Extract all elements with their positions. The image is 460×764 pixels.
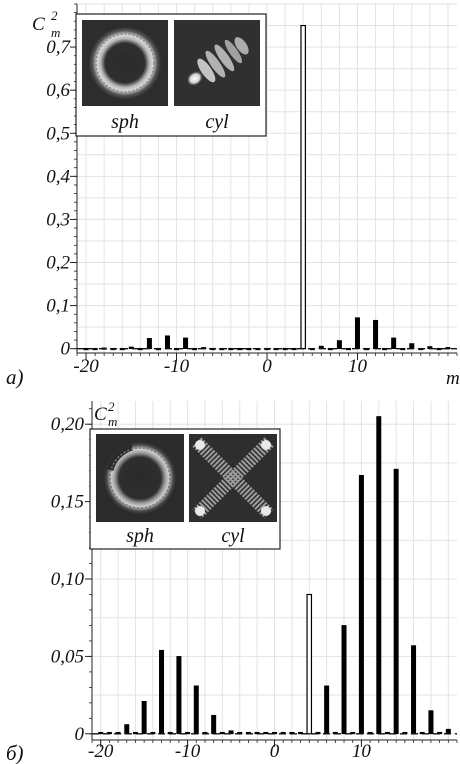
y-tick-label: 0,05 [51, 646, 84, 667]
panel-b-ylabel-sup: 2 [108, 399, 115, 414]
x-tick-label: -10 [175, 741, 201, 762]
x-tick-label: 10 [348, 356, 368, 377]
bar [428, 710, 434, 735]
x-tick-label: 0 [262, 356, 272, 377]
bar [384, 731, 390, 735]
bar [341, 625, 347, 735]
panel-b-inset-sph-image [96, 434, 184, 522]
panel-b-ylabel-c: C [94, 404, 107, 425]
bar [185, 731, 191, 735]
y-tick-label: 0,10 [51, 569, 85, 590]
bar [409, 343, 415, 349]
bar [358, 475, 364, 735]
bar [159, 649, 165, 735]
bar [132, 731, 138, 735]
bar [263, 731, 269, 735]
panel-a-x-axis: -20 -10 0 10 [73, 352, 458, 377]
panel-b-y-axis-label: C m 2 [94, 399, 117, 429]
bar-highlight [300, 24, 306, 350]
bar [373, 319, 379, 349]
panel-b-inset-cyl-image [189, 434, 277, 522]
bar [176, 656, 182, 735]
bar [391, 337, 397, 349]
bar [83, 347, 89, 351]
y-tick-label: 0 [75, 724, 85, 745]
bar [411, 645, 417, 735]
bar [128, 346, 134, 349]
bar [164, 335, 170, 349]
panel-a-letter: a) [6, 365, 24, 389]
y-tick-label: 0,4 [46, 166, 70, 187]
bar [219, 731, 225, 735]
panel-b: 0 0,05 0,10 0,15 0,20 -20 -10 0 10 C m 2 б) [6, 399, 458, 764]
x-tick-label: -10 [164, 356, 190, 377]
bar [98, 731, 104, 735]
panel-a-inset-sph-image [82, 20, 168, 106]
bar [141, 701, 147, 735]
panel-a-plot-area: 0 0,1 0,2 0,3 0,4 0,5 0,6 0,7 -20 -10 0 10 [46, 3, 458, 377]
bar [124, 724, 130, 735]
x-tick-label: -20 [73, 356, 99, 377]
bar [376, 416, 382, 735]
panel-a-inset-cyl-image [174, 20, 260, 106]
panel-b-ylabel-sub: m [108, 414, 117, 429]
bar [354, 317, 360, 349]
bar [324, 685, 330, 735]
panel-a-ylabel-sub: m [51, 25, 60, 40]
y-tick-label: 0,15 [51, 492, 84, 513]
panel-a-ylabel-sup: 2 [51, 8, 58, 23]
panel-a-inset: sph cyl [75, 13, 267, 137]
y-tick-label: 0,7 [46, 37, 71, 58]
bar [146, 338, 152, 349]
y-tick-label: 0 [61, 339, 71, 360]
bar [228, 730, 234, 735]
bar [298, 731, 304, 735]
bar [393, 468, 399, 735]
x-tick-label: 0 [270, 741, 280, 762]
y-tick-label: 0,3 [46, 209, 70, 230]
panel-a-ylabel-c: C [32, 14, 45, 35]
panel-b-y-axis: 0 0,05 0,10 0,15 0,20 [51, 401, 93, 745]
bar [237, 347, 243, 351]
panel-a-y-axis-label: C m 2 [32, 8, 60, 40]
panel-b-inset-sph-label: sph [126, 525, 154, 547]
panel-b-letter: б) [6, 741, 24, 764]
panel-a-y-axis: 0 0,1 0,2 0,3 0,4 0,5 0,6 0,7 [46, 3, 78, 360]
panel-a-inset-sph-label: sph [111, 111, 139, 133]
y-tick-label: 0,2 [46, 253, 70, 274]
panel-b-inset-cyl-label: cyl [221, 525, 245, 547]
bar [350, 731, 356, 735]
bar [211, 714, 217, 735]
y-tick-label: 0,1 [46, 296, 70, 317]
y-tick-label: 0,6 [46, 80, 70, 101]
panel-a: 0 0,1 0,2 0,3 0,4 0,5 0,6 0,7 -20 -10 0 10 C m 2 m… [6, 3, 460, 389]
y-tick-label: 0,5 [46, 123, 70, 144]
x-tick-label: 10 [352, 741, 372, 762]
bar [193, 685, 199, 735]
panel-a-x-axis-label: m [446, 368, 460, 389]
bar-highlight [306, 593, 313, 735]
bar [336, 340, 342, 349]
panel-a-inset-cyl-label: cyl [205, 111, 229, 133]
panel-b-inset: sph cyl [89, 428, 281, 550]
bar [183, 337, 189, 349]
panel-b-x-axis: -20 -10 0 10 [88, 739, 458, 762]
y-tick-label: 0,20 [51, 414, 85, 435]
x-tick-label: -20 [88, 741, 114, 762]
